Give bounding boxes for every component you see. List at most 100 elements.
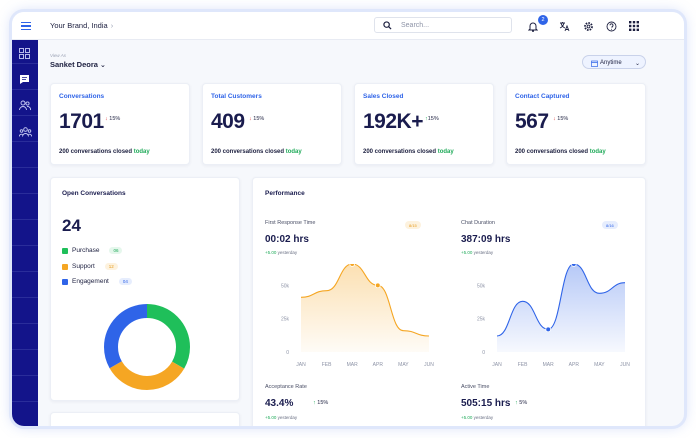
chat-icon[interactable] (19, 72, 31, 84)
view-as-value: Sanket Deora (50, 60, 98, 69)
view-as-label: View As (50, 53, 67, 58)
search-placeholder: Search... (401, 21, 430, 29)
stat-change-value: 15% (253, 116, 265, 122)
x-tick-label: APR (569, 362, 580, 368)
legend-label: Purchase (72, 247, 100, 254)
x-tick-label: FEB (322, 362, 332, 368)
legend-item-engagement: Engagement 04 (62, 278, 132, 285)
metric-delta-text: yesterday (277, 415, 298, 420)
dashboard-icon[interactable] (19, 46, 31, 59)
metric-tag: 8/16 (602, 221, 618, 229)
arrow-up-icon: ↑ (425, 116, 428, 122)
x-tick-label: JAN (296, 362, 306, 368)
stat-title: Contact Captured (515, 93, 570, 100)
menu-icon[interactable] (12, 12, 40, 40)
help-icon[interactable] (604, 19, 618, 33)
metric-delta: +5.00 yesterday (265, 250, 297, 255)
stat-footer: 200 conversations closed today (59, 149, 150, 155)
top-bar: Your Brand, India › Search... 2 (12, 12, 684, 40)
sidebar (12, 40, 38, 426)
legend-swatch (62, 263, 68, 270)
metric-delta-value: +5.00 (265, 415, 277, 420)
data-point[interactable] (349, 264, 355, 267)
stat-card-total-customers[interactable]: Total Customers 409 ↓ 15% 200 conversati… (202, 83, 342, 165)
metric-delta-text: yesterday (277, 250, 298, 255)
stat-card-conversations[interactable]: Conversations 1701 ↓ 15% 200 conversatio… (50, 83, 190, 165)
stat-footer-text: 200 conversations closed (515, 149, 589, 155)
x-tick-label: MAY (594, 362, 605, 368)
view-as-selector[interactable]: Sanket Deora ⌄ (50, 60, 106, 69)
metric-value: 387:09 hrs (461, 234, 511, 245)
open-conversations-title: Open Conversations (62, 190, 126, 197)
stat-change: ↓ 15% (105, 116, 120, 122)
metric-delta-text: yesterday (473, 415, 494, 420)
brand-switcher[interactable]: Your Brand, India › (50, 21, 113, 30)
metric-label: Chat Duration (461, 220, 495, 226)
metric-value: 00:02 hrs (265, 234, 309, 245)
metric-label: Active Time (461, 384, 490, 390)
metric-label: First Response Time (265, 220, 316, 226)
stat-change-value: 15% (557, 116, 569, 122)
legend-swatch (62, 247, 68, 254)
team-icon[interactable] (18, 124, 33, 137)
y-tick-label: 50k (477, 283, 486, 289)
metric-delta: +5.00 yesterday (461, 250, 493, 255)
stat-title: Sales Closed (363, 93, 404, 100)
apps-grid-icon[interactable] (627, 19, 641, 33)
legend-swatch (62, 278, 68, 285)
chevron-down-icon: ⌄ (100, 62, 106, 69)
chevron-right-icon: › (110, 21, 114, 30)
search-icon (383, 21, 392, 30)
y-tick-label: 50k (281, 283, 290, 289)
donut-segment-support[interactable] (104, 304, 190, 390)
gear-icon[interactable] (581, 19, 595, 33)
stat-footer-highlight: today (589, 149, 606, 155)
metric-delta-text: yesterday (473, 250, 494, 255)
series-line (496, 264, 626, 337)
stat-card-contact-captured[interactable]: Contact Captured 567 ↓ 15% 200 conversat… (506, 83, 646, 165)
arrow-up-icon: ↑ (313, 400, 316, 406)
date-filter-dropdown[interactable]: Anytime ⌄ (582, 55, 646, 69)
legend-count-pill: 12 (104, 263, 118, 270)
stat-footer-text: 200 conversations closed (363, 149, 437, 155)
app-window: Your Brand, India › Search... 2 (12, 12, 684, 426)
stat-footer-text: 200 conversations closed (211, 149, 285, 155)
open-conversations-panel: Open Conversations 24 Purchase 06 Support… (50, 177, 240, 401)
stat-change: ↓ 15% (249, 116, 264, 122)
data-point[interactable] (375, 282, 381, 289)
secondary-panel (50, 412, 240, 426)
arrow-up-icon: ↑ (515, 400, 518, 406)
metric-delta-value: +5.00 (265, 250, 277, 255)
metric-label: Acceptance Rate (265, 384, 307, 390)
stat-value: 192K+ (363, 110, 423, 133)
translate-icon[interactable] (557, 19, 571, 33)
data-point[interactable] (571, 264, 577, 267)
stat-footer: 200 conversations closed today (211, 149, 302, 155)
stat-value: 409 (211, 110, 245, 133)
stat-change: ↓ 15% (553, 116, 568, 122)
calendar-icon (591, 60, 598, 67)
stat-footer: 200 conversations closed today (515, 149, 606, 155)
search-input[interactable]: Search... (374, 17, 512, 33)
x-tick-label: MAY (398, 362, 409, 368)
chevron-down-icon: ⌄ (635, 60, 641, 67)
metric-value: 505:15 hrs (461, 398, 511, 409)
stat-card-sales-closed[interactable]: Sales Closed 192K+ ↑15% 200 conversation… (354, 83, 494, 165)
arrow-down-icon: ↓ (105, 116, 108, 122)
stat-title: Total Customers (211, 93, 262, 100)
users-icon[interactable] (19, 98, 31, 111)
stat-value: 1701 (59, 110, 104, 133)
metric-change-value: 5% (519, 400, 528, 406)
legend-item-support: Support 12 (62, 263, 118, 270)
x-tick-label: FEB (518, 362, 528, 368)
arrow-down-icon: ↓ (249, 116, 252, 122)
donut-segment-engagement[interactable] (104, 304, 190, 390)
metric-change: ↑ 5% (515, 400, 527, 406)
date-filter-label: Anytime (600, 59, 622, 66)
data-point[interactable] (545, 326, 551, 333)
open-conversations-count: 24 (62, 216, 81, 235)
bell-icon[interactable] (526, 19, 540, 33)
first-response-time-chart: 0 25k 50k JAN FEB MAR APR MAY JUN (281, 264, 434, 368)
metric-value: 43.4% (265, 398, 294, 409)
stat-footer-highlight: today (133, 149, 150, 155)
